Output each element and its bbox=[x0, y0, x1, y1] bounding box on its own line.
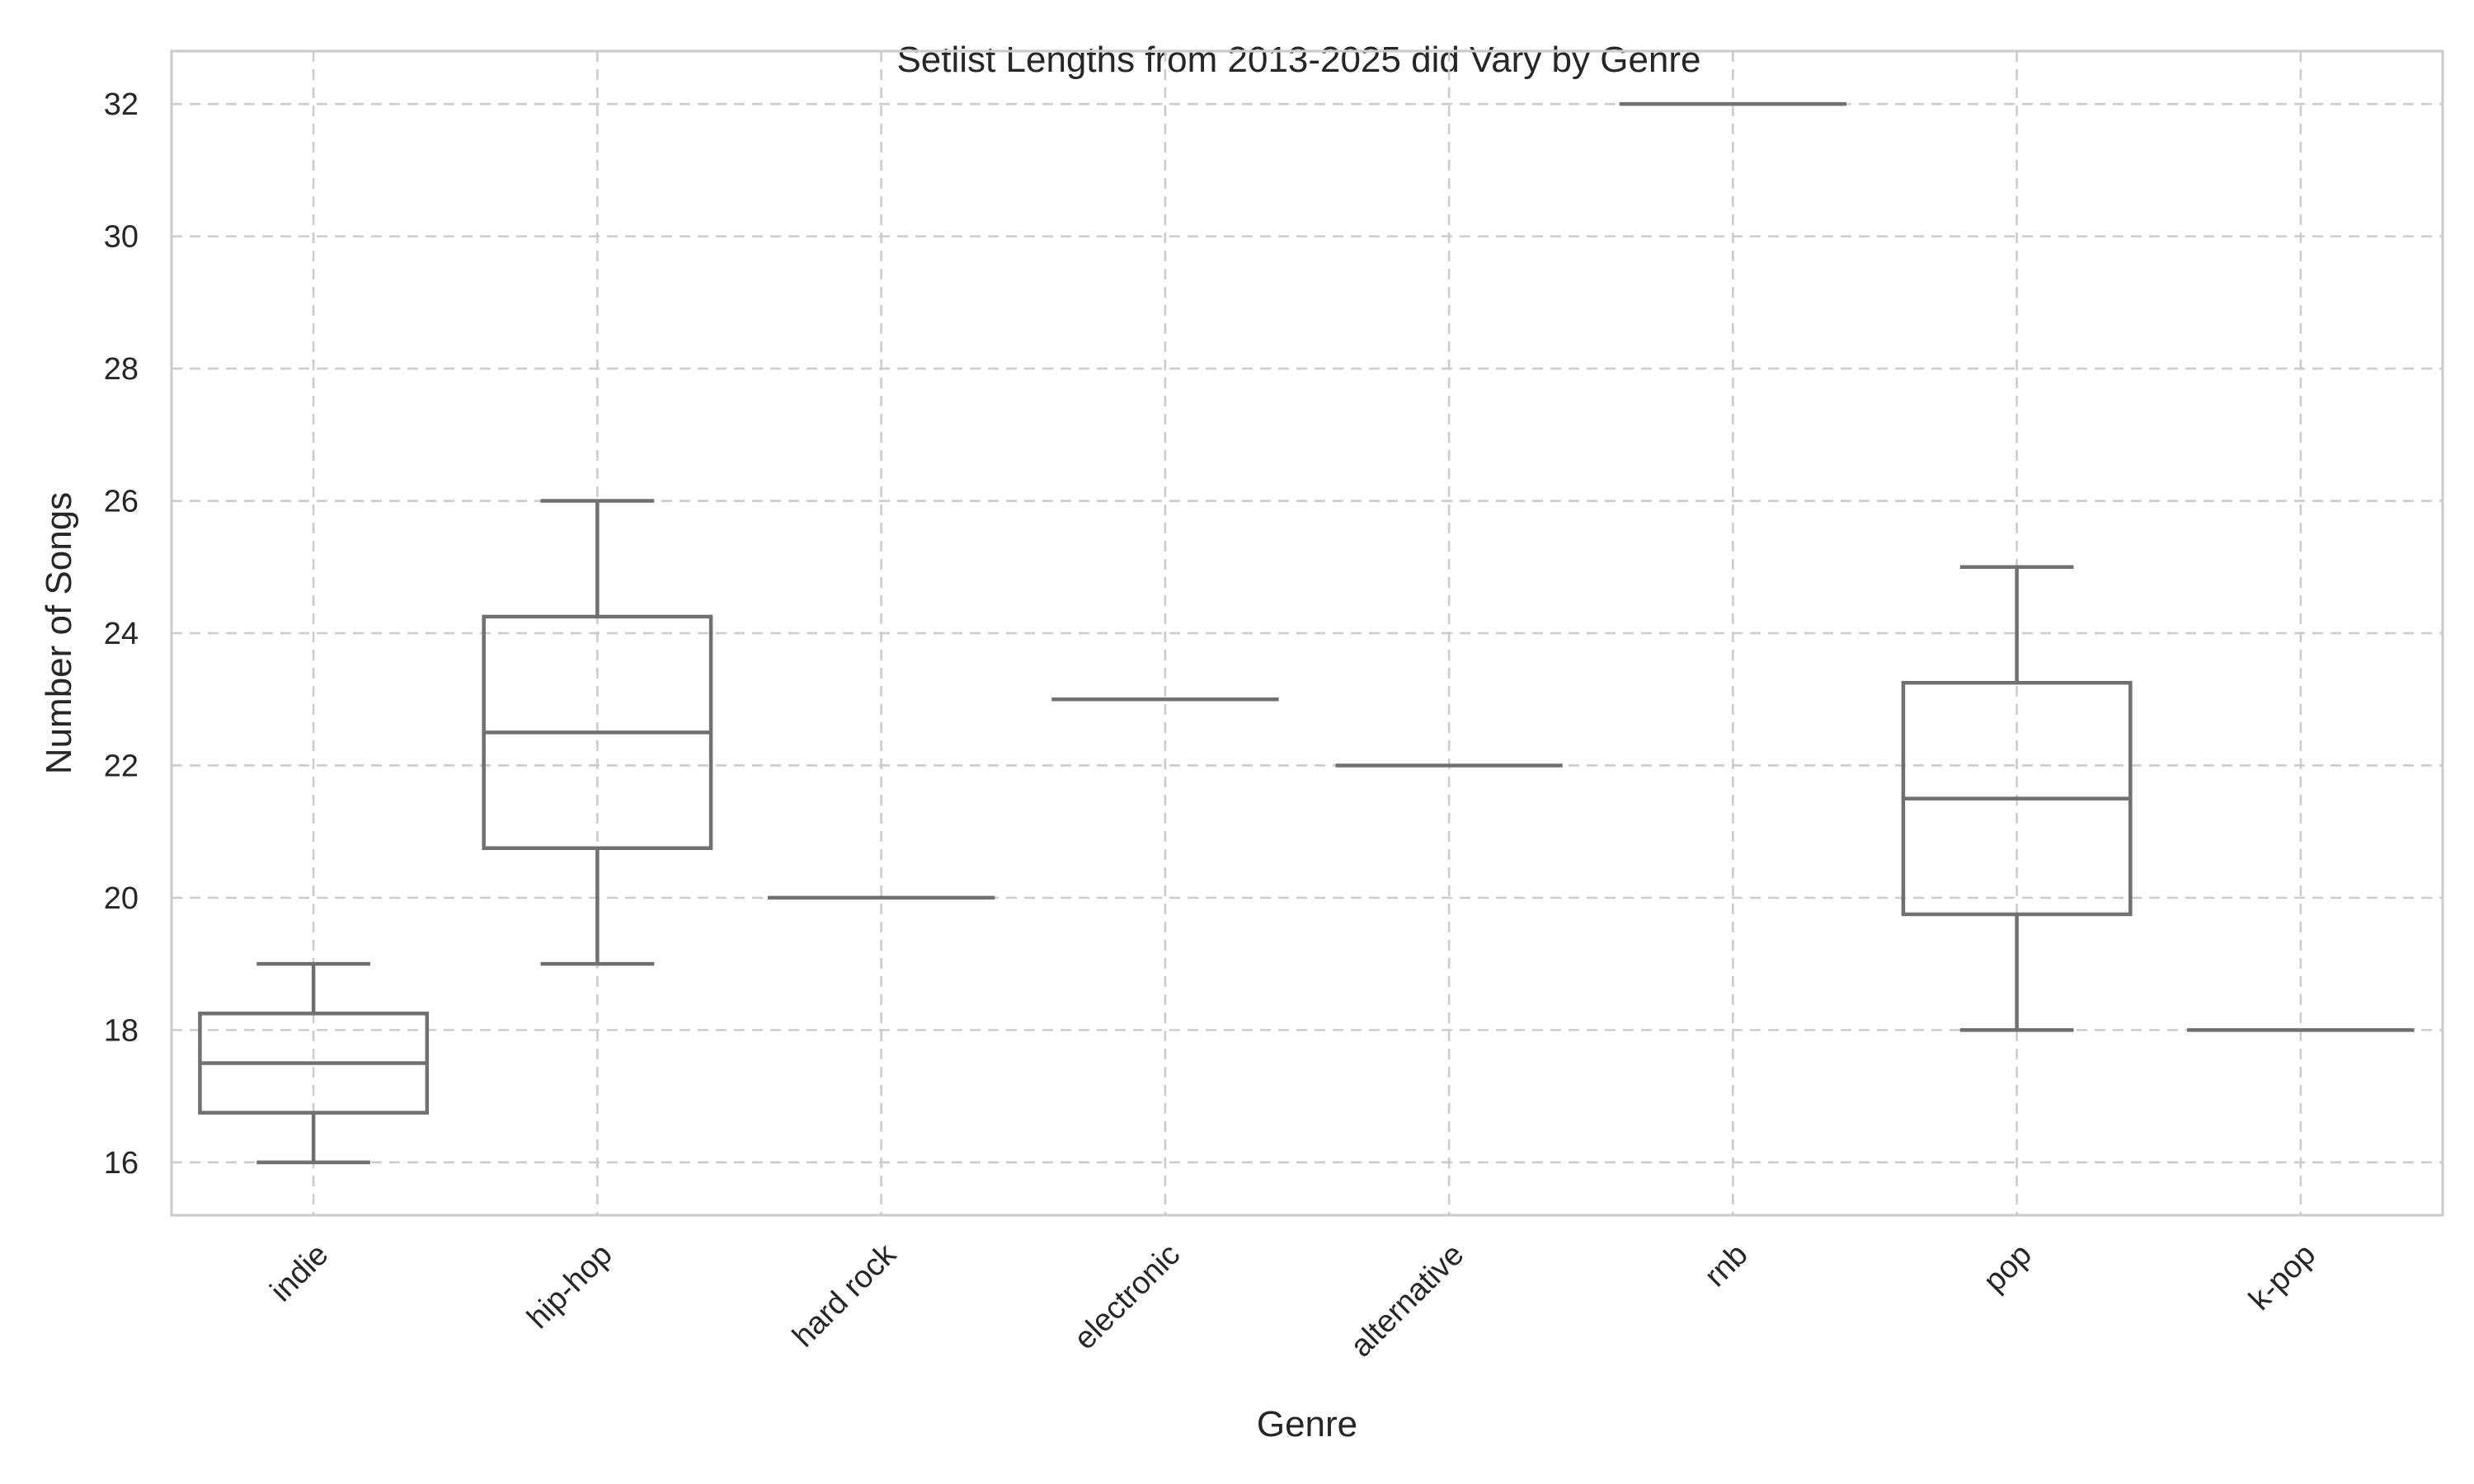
box-series bbox=[198, 101, 2415, 1165]
y-tick-label: 30 bbox=[104, 220, 139, 255]
grid-lines bbox=[172, 51, 2443, 1215]
x-tick-label: hard rock bbox=[786, 1237, 903, 1354]
y-tick-label: 28 bbox=[104, 352, 139, 387]
y-tick-label: 22 bbox=[104, 749, 139, 783]
y-tick-label: 26 bbox=[104, 485, 139, 519]
y-tick-label: 24 bbox=[104, 617, 139, 651]
x-tick-label: electronic bbox=[1068, 1237, 1188, 1357]
x-tick-label: pop bbox=[1977, 1237, 2039, 1299]
x-tick-label: k-pop bbox=[2242, 1237, 2322, 1317]
x-tick-label: alternative bbox=[1344, 1237, 1471, 1364]
box-indie bbox=[198, 961, 430, 1165]
y-axis-label: Number of Songs bbox=[39, 492, 79, 774]
box-hip-hop bbox=[482, 499, 713, 966]
box-pop bbox=[1901, 565, 2133, 1032]
y-tick-labels: 16 18 20 22 24 26 28 30 32 bbox=[104, 87, 139, 1181]
y-tick-label: 20 bbox=[104, 881, 139, 916]
chart-title: Setlist Lengths from 2013-2025 did Vary … bbox=[896, 40, 1700, 80]
x-tick-label: rnb bbox=[1698, 1237, 1755, 1294]
y-tick-label: 16 bbox=[104, 1146, 139, 1181]
y-tick-label: 32 bbox=[104, 87, 139, 122]
x-tick-label: indie bbox=[264, 1237, 335, 1308]
x-axis-label: Genre bbox=[1257, 1404, 1357, 1444]
plot-frame bbox=[170, 49, 2444, 1217]
y-tick-label: 18 bbox=[104, 1013, 139, 1048]
x-tick-labels: indie hip-hop hard rock electronic alternati… bbox=[264, 1237, 2322, 1364]
x-tick-label: hip-hop bbox=[520, 1237, 618, 1336]
